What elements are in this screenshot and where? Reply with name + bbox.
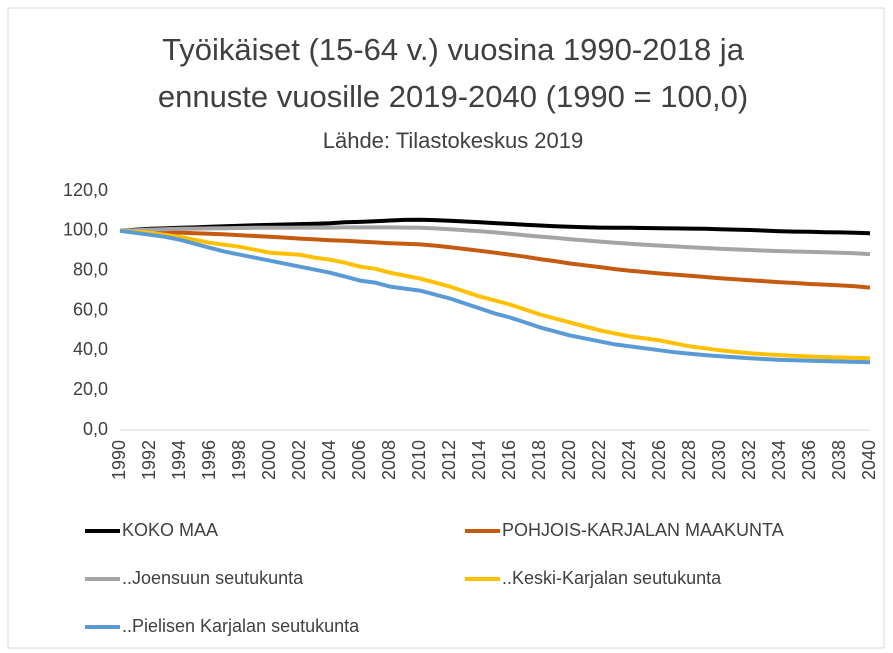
x-tick-label: 2014: [469, 440, 489, 480]
x-tick-label: 2034: [769, 440, 789, 480]
chart-border: [7, 7, 885, 649]
x-tick-label: 2008: [379, 440, 399, 480]
legend-label: ..Joensuun seutukunta: [122, 568, 304, 588]
series-line: [119, 217, 871, 236]
x-tick-label: 2006: [349, 440, 369, 480]
x-tick-label: 2036: [799, 440, 819, 480]
x-tick-label: 2000: [259, 440, 279, 480]
x-tick-label: 2022: [589, 440, 609, 480]
y-tick-label: 40,0: [73, 339, 108, 359]
y-tick-label: 80,0: [73, 259, 108, 279]
x-tick-label: 2028: [679, 440, 699, 480]
series-line: [119, 228, 871, 290]
y-tick-label: 20,0: [73, 379, 108, 399]
x-tick-label: 2002: [289, 440, 309, 480]
x-tick-label: 1996: [199, 440, 219, 480]
chart-subtitle: Lähde: Tilastokeskus 2019: [323, 128, 584, 153]
y-tick-label: 120,0: [63, 180, 108, 200]
x-tick-label: 2038: [829, 440, 849, 480]
legend-label: ..Pielisen Karjalan seutukunta: [122, 616, 360, 636]
chart-title: ennuste vuosille 2019-2040 (1990 = 100,0…: [158, 79, 748, 114]
y-tick-label: 60,0: [73, 299, 108, 319]
x-tick-label: 2026: [649, 440, 669, 480]
x-tick-label: 2010: [409, 440, 429, 480]
legend-label: KOKO MAA: [122, 520, 218, 540]
x-tick-label: 2032: [739, 440, 759, 480]
x-tick-label: 2024: [619, 440, 639, 480]
x-tick-label: 2018: [529, 440, 549, 480]
x-tick-label: 2012: [439, 440, 459, 480]
x-tick-label: 1992: [139, 440, 159, 480]
x-tick-label: 1990: [109, 440, 129, 480]
y-tick-label: 100,0: [63, 220, 108, 240]
y-tick-label: 0,0: [83, 419, 108, 439]
x-tick-label: 2016: [499, 440, 519, 480]
x-tick-label: 1998: [229, 440, 249, 480]
series-line: [119, 228, 871, 365]
x-tick-label: 2004: [319, 440, 339, 480]
x-tick-label: 2040: [859, 440, 879, 480]
x-tick-label: 2020: [559, 440, 579, 480]
series-line: [119, 228, 871, 361]
series-line: [119, 225, 871, 257]
chart-title: Työikäiset (15-64 v.) vuosina 1990-2018 …: [162, 32, 745, 67]
x-tick-label: 2030: [709, 440, 729, 480]
x-tick-label: 1994: [169, 440, 189, 480]
legend-label: POHJOIS-KARJALAN MAAKUNTA: [502, 520, 784, 540]
legend-label: ..Keski-Karjalan seutukunta: [502, 568, 722, 588]
